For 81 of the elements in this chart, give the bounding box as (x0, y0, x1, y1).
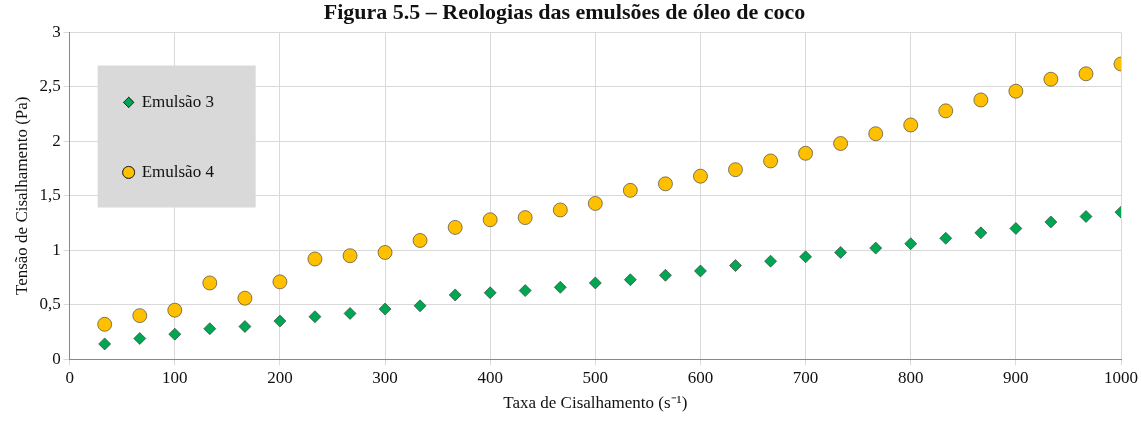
point (132, 308, 148, 323)
point (413, 299, 427, 313)
point (307, 251, 323, 267)
point (518, 284, 532, 297)
point (904, 237, 918, 251)
point (202, 275, 218, 291)
point (939, 231, 953, 245)
point (448, 288, 462, 302)
point (1043, 71, 1059, 87)
y-tick-label: 2,5 (39, 76, 61, 96)
point (798, 146, 813, 161)
point (658, 176, 673, 192)
point (517, 210, 533, 225)
point (799, 250, 812, 264)
point (238, 320, 252, 333)
point (237, 290, 253, 306)
x-tick-label: 600 (687, 367, 714, 387)
point (659, 269, 672, 282)
y-tick-label: 0,5 (39, 294, 61, 314)
point (483, 286, 497, 300)
point (133, 332, 147, 345)
point (412, 233, 428, 248)
x-axis-title: Taxa de Cisalhamento (s⁻¹) (503, 393, 688, 413)
point (168, 327, 182, 341)
point (694, 264, 707, 278)
y-axis-title: Tensão de Cisalhamento (Pa) (11, 96, 31, 296)
point (693, 168, 708, 184)
point (273, 314, 287, 328)
chart-title: Figura 5.5 – Reologias das emulsões de óleo de coco (323, 0, 806, 24)
point (623, 183, 638, 198)
point (1044, 215, 1058, 229)
point (377, 245, 393, 260)
point (833, 136, 848, 151)
point (203, 322, 217, 335)
point (308, 310, 322, 324)
point (589, 276, 602, 290)
point (763, 153, 778, 169)
point (272, 274, 288, 290)
legend-label: Emulsão 3 (141, 91, 214, 111)
point (938, 103, 954, 119)
point (98, 337, 111, 351)
point (764, 254, 777, 268)
point (447, 220, 463, 235)
point (624, 273, 637, 286)
y-tick-label: 1 (52, 239, 61, 259)
x-tick-label: 200 (267, 367, 293, 387)
point (834, 246, 847, 259)
x-tick-label: 500 (582, 367, 609, 387)
x-tick-label: 100 (162, 367, 188, 387)
point (1008, 83, 1024, 99)
point (728, 162, 743, 177)
point (1009, 222, 1023, 235)
point (868, 126, 884, 142)
y-tick-label: 1,5 (39, 185, 61, 205)
point (973, 92, 989, 108)
point (554, 281, 567, 294)
y-tick-label: 3 (52, 21, 61, 41)
point (588, 196, 603, 211)
x-tick-label: 700 (792, 367, 819, 387)
point (1078, 66, 1094, 82)
y-tick-label: 2 (52, 130, 61, 150)
x-tick-label: 0 (65, 367, 74, 387)
point (1079, 210, 1093, 223)
point (343, 307, 357, 320)
x-tick-label: 300 (372, 367, 398, 387)
point (903, 117, 919, 133)
point (342, 248, 358, 264)
point (974, 226, 988, 240)
legend-label: Emulsão 4 (141, 161, 215, 181)
point (97, 317, 112, 332)
x-tick-label: 1000 (1104, 367, 1138, 387)
x-tick-label: 900 (1003, 367, 1029, 387)
point (167, 302, 183, 318)
point (553, 202, 568, 218)
x-tick-label: 400 (477, 367, 503, 387)
x-tick-label: 800 (897, 367, 924, 387)
point (729, 259, 742, 272)
y-tick-label: 0 (52, 348, 61, 368)
point (378, 302, 392, 316)
point (482, 212, 498, 228)
point (869, 241, 883, 255)
